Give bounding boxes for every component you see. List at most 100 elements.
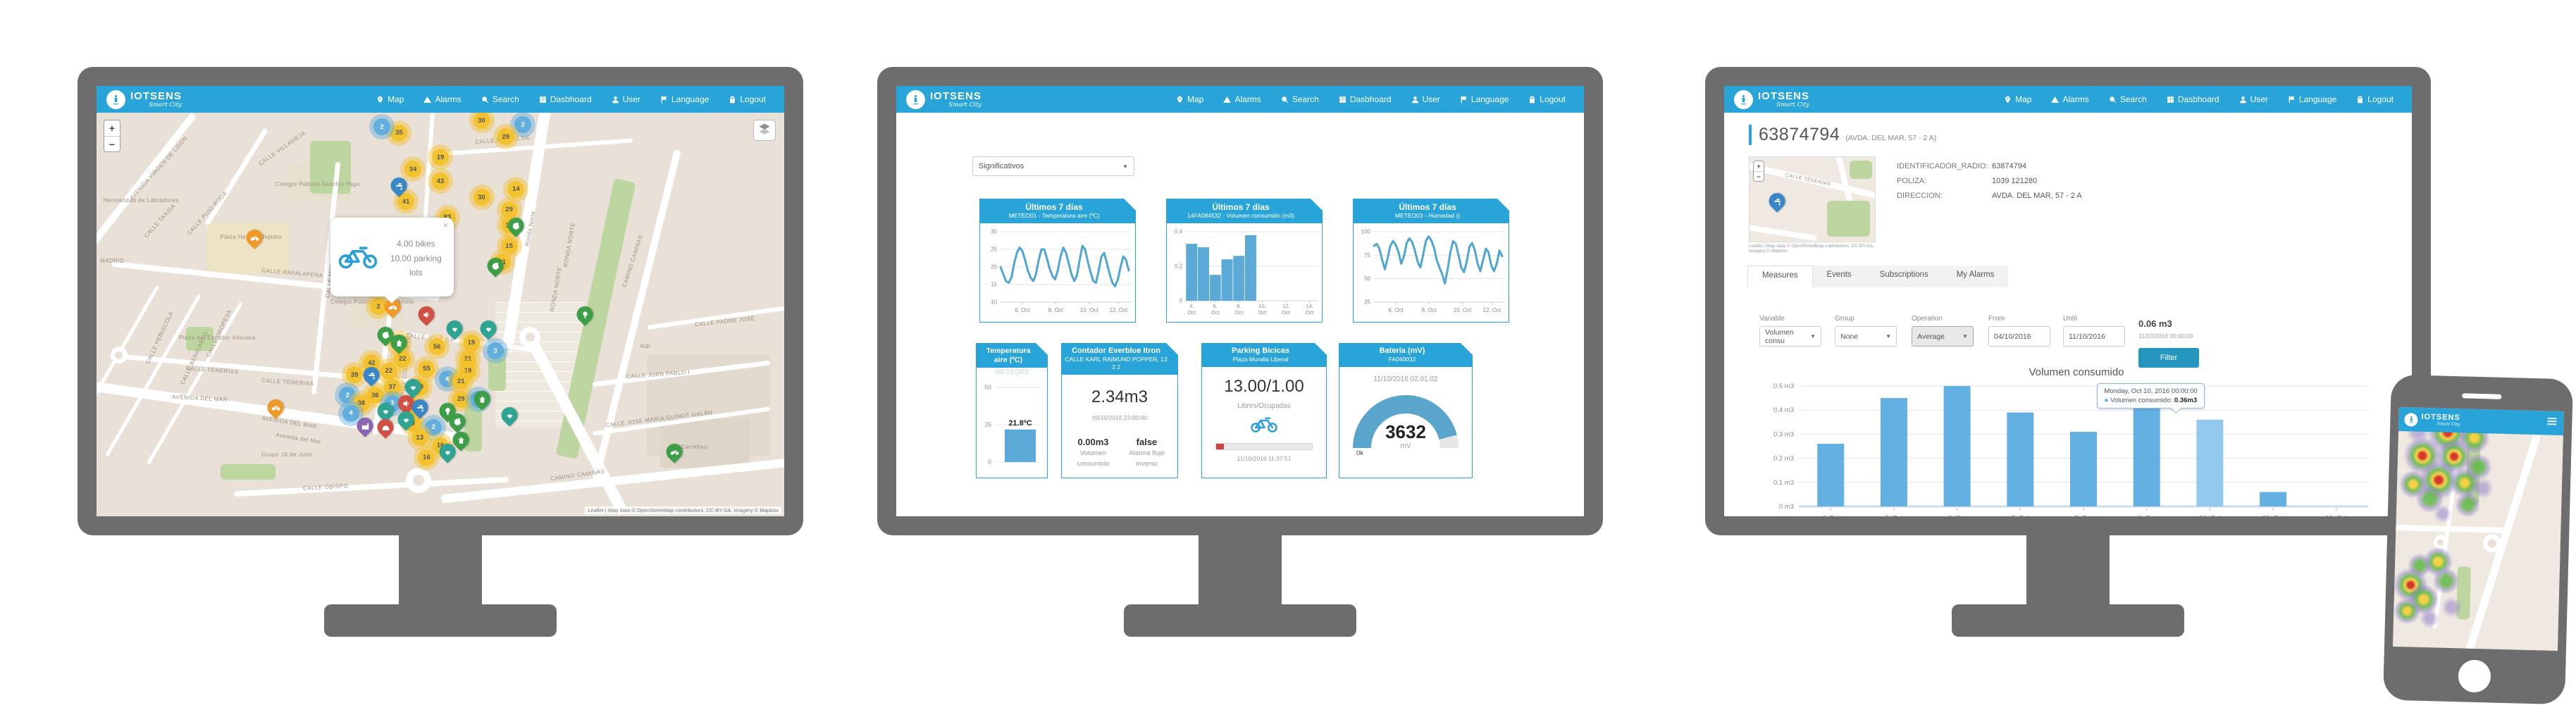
nav-item-search[interactable]: Search: [481, 94, 519, 104]
cluster-marker[interactable]: 34: [404, 161, 421, 178]
nav-item-map[interactable]: Map: [376, 94, 404, 104]
nav-item-dasbhoard[interactable]: Dasbhoard: [1339, 94, 1392, 104]
chart-card-volumen[interactable]: Últimos 7 días 14FA084532 - Volumen cons…: [1166, 199, 1323, 323]
nav-item-dasbhoard[interactable]: Dasbhoard: [539, 94, 592, 104]
cluster-marker[interactable]: 56: [428, 338, 446, 356]
cluster-marker[interactable]: 13: [411, 429, 428, 447]
wifi-pin[interactable]: [477, 317, 500, 340]
brand-logo[interactable]: IOTSENS Smart City: [896, 89, 982, 109]
faucet-pin[interactable]: [388, 173, 411, 197]
bulb-pin[interactable]: [435, 399, 459, 423]
cluster-marker[interactable]: 37: [383, 378, 401, 396]
nav-item-search[interactable]: Search: [2109, 94, 2147, 104]
filter-operation-select[interactable]: Average ▼: [1912, 326, 1974, 347]
close-icon[interactable]: ×: [442, 220, 448, 230]
nav-item-alarms[interactable]: Alarms: [1223, 94, 1261, 104]
nav-item-language[interactable]: Language: [2288, 94, 2336, 104]
layers-button[interactable]: [753, 120, 776, 141]
city-map[interactable]: AVENIDA VIRGEN DE LIDON CALLE TAXIDA CALLE…: [97, 113, 784, 516]
faucet-pin[interactable]: [1765, 189, 1789, 213]
brand-logo[interactable]: IOTSENS Smart City: [1724, 89, 1809, 109]
device-mini-map[interactable]: CALLE TENERÍAS + −: [1749, 156, 1876, 242]
wifi-pin[interactable]: [442, 317, 466, 340]
grass-pin[interactable]: [388, 331, 411, 354]
speaker-pin[interactable]: [394, 392, 418, 415]
nav-item-map[interactable]: Map: [1176, 94, 1203, 104]
recycle-pin[interactable]: [483, 254, 507, 278]
wifi-pin[interactable]: [401, 375, 425, 399]
cluster-marker[interactable]: 41: [397, 193, 415, 211]
stat-card-temperatura[interactable]: Temperatura aire (ºC) METEO03 50 25 0 21.8º…: [976, 343, 1048, 478]
nav-item-language[interactable]: Language: [660, 94, 709, 104]
chart-card-temperatura[interactable]: Últimos 7 días METEO01 - Temperatura air…: [979, 199, 1136, 323]
cluster-marker[interactable]: 22: [380, 362, 397, 380]
cluster-marker[interactable]: 4: [342, 404, 360, 422]
wifi-pin[interactable]: [435, 440, 459, 463]
wifi-pin[interactable]: [394, 408, 418, 431]
stat-card-contador[interactable]: Contador Everblue Itron CALLE KARL RAIMU…: [1061, 343, 1178, 478]
bike-pin[interactable]: [380, 294, 404, 318]
cluster-marker[interactable]: 29: [497, 128, 514, 146]
filter-until-input[interactable]: 11/10/2016: [2063, 326, 2125, 347]
filter-variable-select[interactable]: Volumen consu ▼: [1759, 326, 1821, 347]
cluster-marker[interactable]: 2: [514, 116, 532, 134]
cluster-marker[interactable]: 39: [346, 366, 363, 384]
recycle-pin[interactable]: [504, 214, 528, 237]
nav-item-user[interactable]: User: [612, 94, 640, 104]
nav-item-dasbhoard[interactable]: Dasbhoard: [2167, 94, 2219, 104]
grass-pin[interactable]: [450, 428, 473, 451]
nav-item-user[interactable]: User: [1411, 94, 1440, 104]
dashboard-filter-select[interactable]: Significativos ▼: [972, 156, 1134, 176]
zoom-in-button[interactable]: +: [1754, 161, 1764, 171]
nav-item-logout[interactable]: Logout: [729, 94, 766, 104]
food-pin[interactable]: [373, 416, 397, 440]
cluster-marker[interactable]: 15: [500, 237, 518, 255]
cluster-marker[interactable]: 21: [452, 373, 470, 390]
cluster-marker[interactable]: 3: [487, 342, 504, 360]
speaker-pin[interactable]: [415, 303, 438, 326]
filter-button[interactable]: Filter: [2138, 348, 2199, 368]
filter-group-select[interactable]: None ▼: [1835, 326, 1897, 347]
phone-home-button[interactable]: [2458, 659, 2491, 693]
zoom-out-button[interactable]: −: [1754, 171, 1764, 181]
wifi-pin[interactable]: [373, 399, 397, 423]
cluster-marker[interactable]: 16: [418, 449, 435, 466]
filter-from-input[interactable]: 04/10/2016: [1988, 326, 2050, 347]
nav-item-logout[interactable]: Logout: [2356, 94, 2394, 104]
cluster-marker[interactable]: 55: [418, 360, 435, 378]
nav-item-alarms[interactable]: Alarms: [423, 94, 462, 104]
recycle-pin[interactable]: [446, 410, 469, 433]
bike-pin[interactable]: [264, 395, 287, 419]
grass-pin[interactable]: [470, 387, 493, 411]
faucet-pin[interactable]: [408, 395, 431, 419]
stat-card-parking[interactable]: Parking Bicicas Plaza Muralla Liberal 13…: [1201, 343, 1327, 478]
nav-item-alarms[interactable]: Alarms: [2051, 94, 2089, 104]
cluster-marker[interactable]: 30: [473, 189, 490, 206]
tab-measures[interactable]: Measures: [1747, 266, 1813, 287]
wifi-pin[interactable]: [497, 404, 521, 427]
tree-pin[interactable]: [573, 303, 597, 326]
brand-logo[interactable]: IOTSENS Smart City: [97, 89, 182, 109]
tab-subscriptions[interactable]: Subscriptions: [1879, 270, 1928, 279]
cluster-marker[interactable]: 19: [432, 149, 449, 166]
nav-item-search[interactable]: Search: [1281, 94, 1319, 104]
cluster-marker[interactable]: 22: [394, 350, 411, 368]
cluster-marker[interactable]: 29: [452, 390, 470, 408]
cluster-marker[interactable]: 19: [462, 334, 480, 351]
bike-pin[interactable]: [243, 226, 266, 249]
cluster-marker[interactable]: 2: [373, 118, 391, 136]
tab-events[interactable]: Events: [1826, 270, 1852, 279]
menu-icon[interactable]: [2546, 415, 2558, 430]
nav-item-user[interactable]: User: [2239, 94, 2268, 104]
nav-item-map[interactable]: Map: [2004, 94, 2031, 104]
faucet-pin[interactable]: [360, 363, 383, 387]
cluster-marker[interactable]: 29: [500, 201, 518, 218]
zoom-out-button[interactable]: −: [104, 136, 120, 151]
chart-card-humedad[interactable]: Últimos 7 días METEO03 - Humedad () 25 50…: [1353, 199, 1509, 323]
recycle-pin[interactable]: [373, 323, 397, 347]
cluster-marker[interactable]: 30: [473, 113, 490, 130]
bike-pin[interactable]: [662, 440, 686, 463]
cluster-marker[interactable]: 2: [425, 418, 442, 436]
stat-card-bateria[interactable]: Batería (mV) FA040032 11/10/2016 02:01:0…: [1339, 343, 1473, 478]
volume-bar-chart-large[interactable]: 0 m3 0.1 m3 0.2 m3 0.3 m3 0.4 m3 0.5 m3 4. Oct…: [1758, 380, 2378, 516]
